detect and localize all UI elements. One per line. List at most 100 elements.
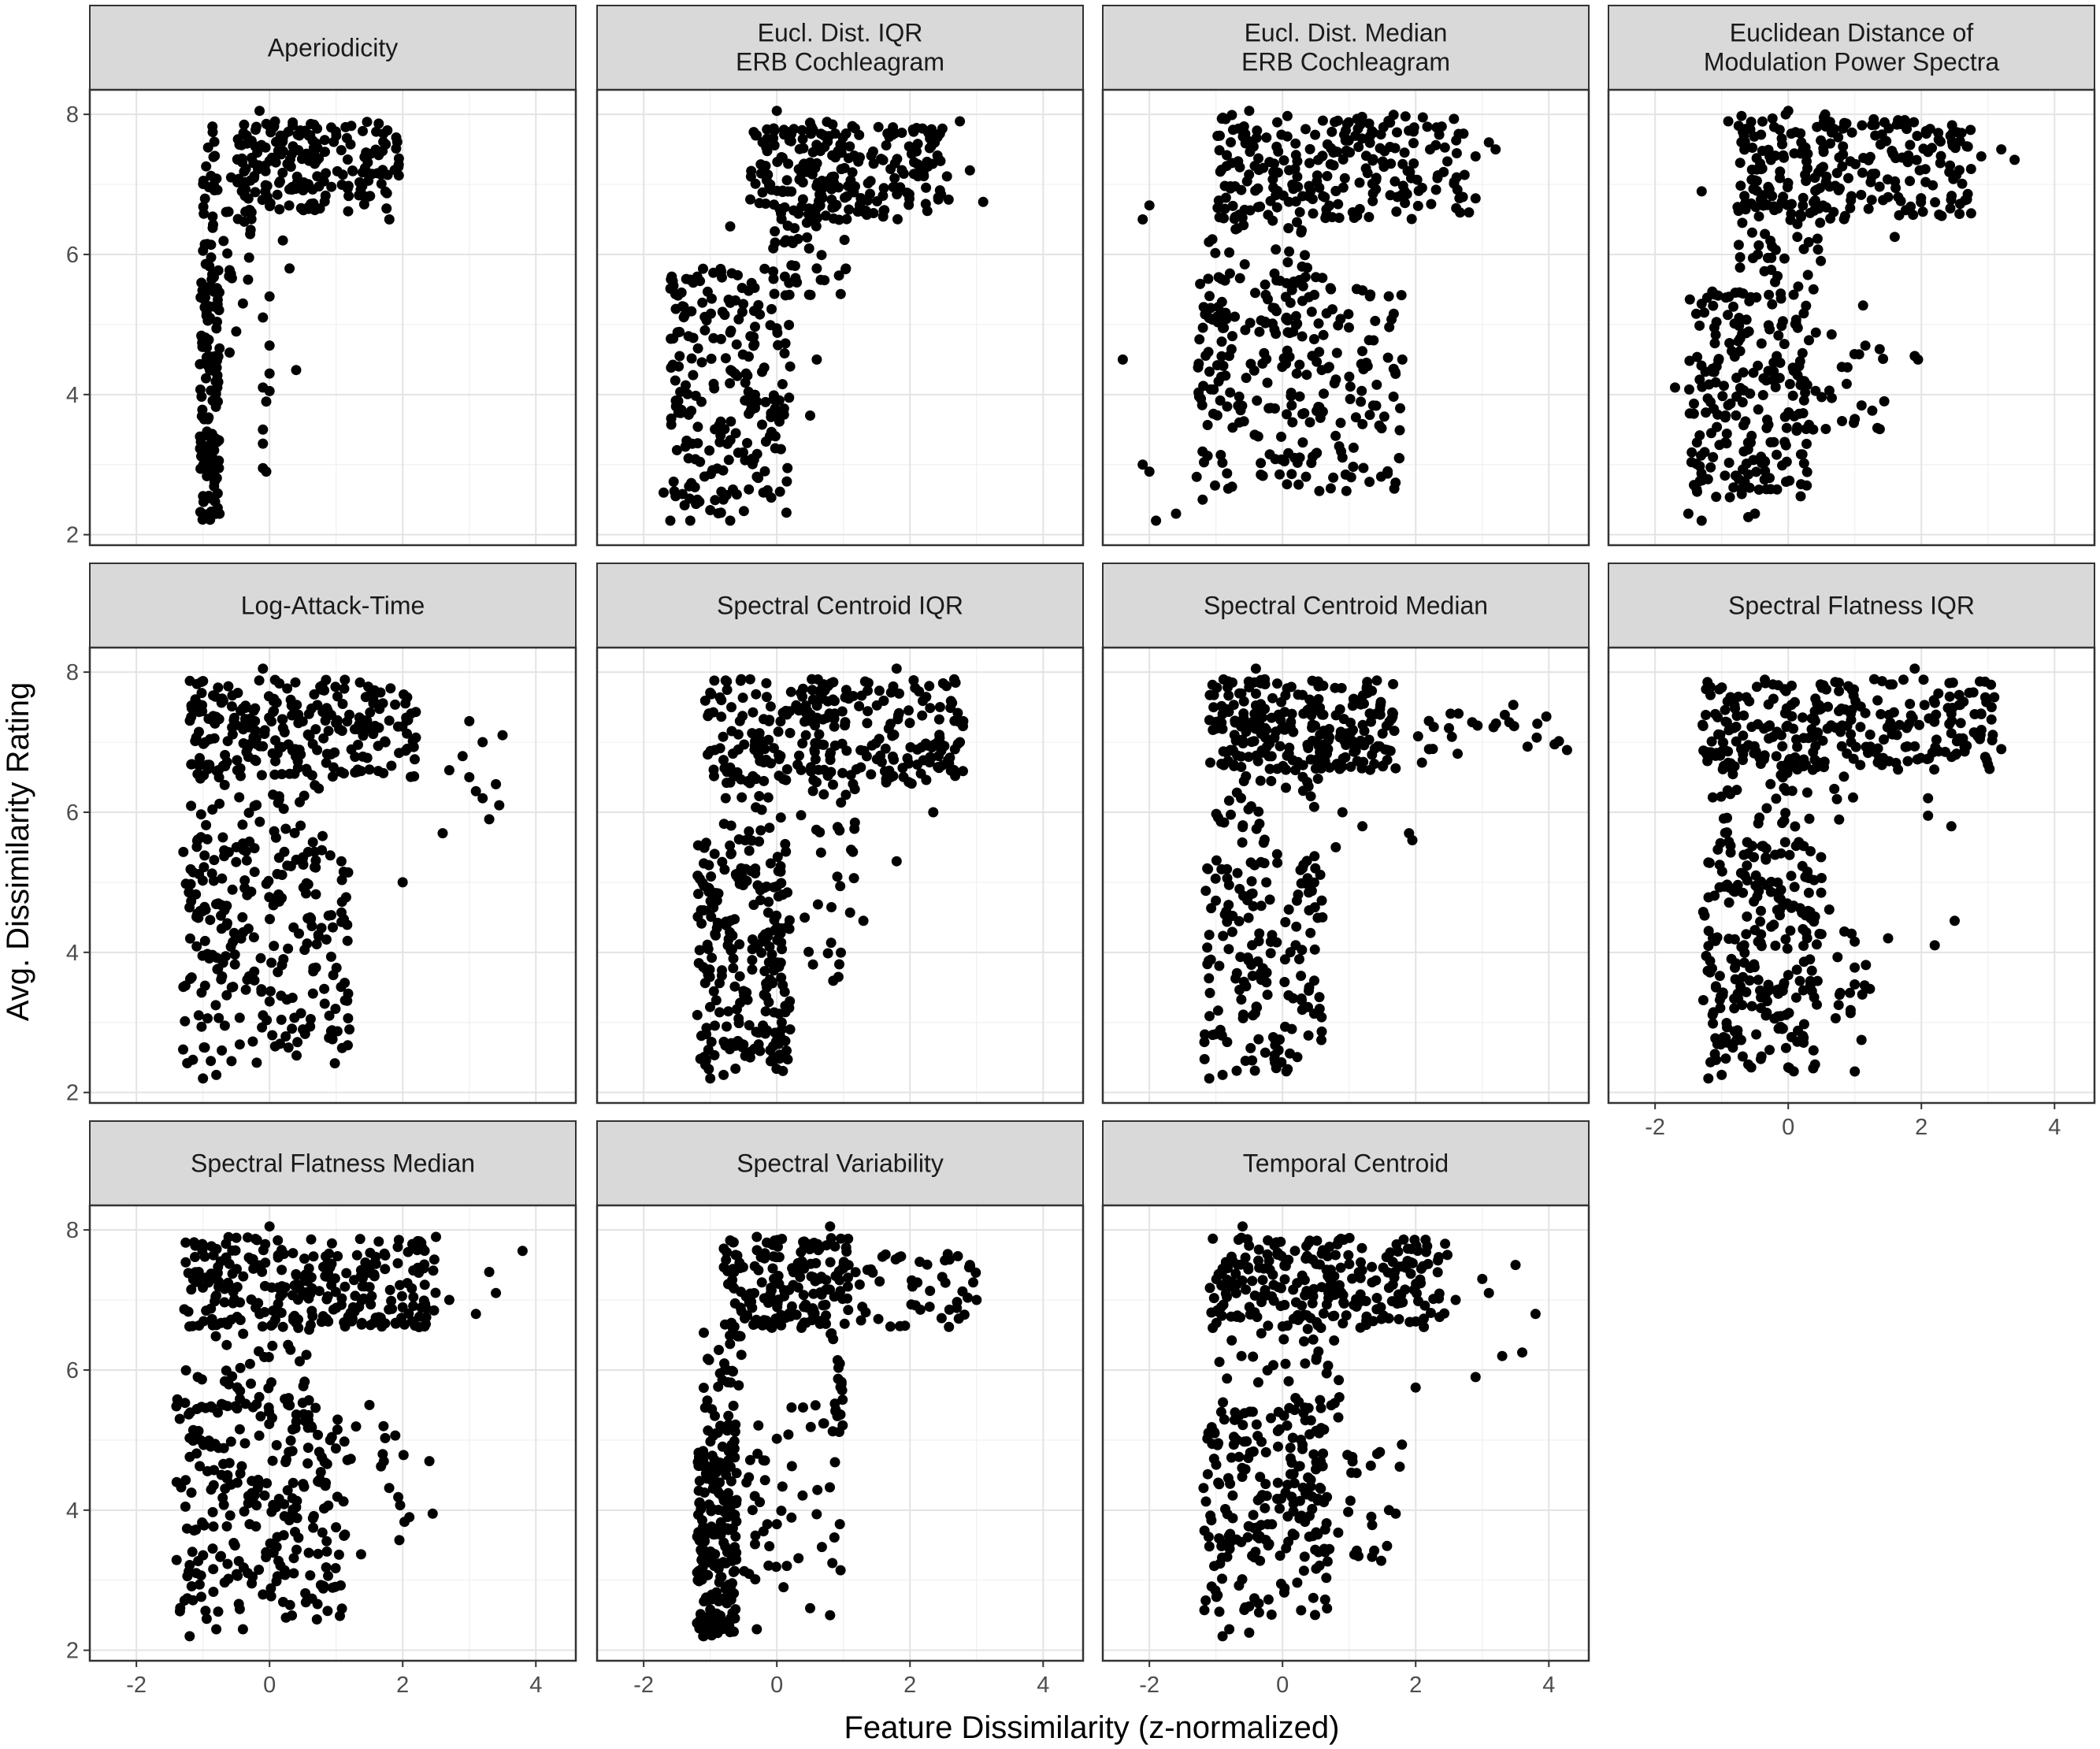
data-point — [349, 1275, 359, 1286]
data-point — [211, 952, 222, 964]
data-point — [907, 145, 918, 155]
data-point — [709, 1049, 720, 1060]
data-point — [699, 325, 711, 336]
data-point — [1394, 425, 1405, 436]
data-point — [1705, 689, 1716, 700]
data-point — [354, 1234, 365, 1245]
facet-title: Aperiodicity — [268, 34, 398, 62]
data-point — [292, 1279, 303, 1290]
data-point — [1247, 888, 1258, 899]
data-point — [1946, 708, 1957, 719]
data-point — [330, 1443, 341, 1454]
data-point — [1549, 739, 1560, 750]
data-point — [705, 505, 716, 515]
data-point — [255, 952, 266, 964]
data-point — [711, 995, 722, 1006]
facet-title: Spectral Variability — [736, 1149, 944, 1178]
data-point — [339, 768, 349, 779]
data-point — [342, 154, 353, 165]
data-point — [1238, 708, 1249, 719]
data-point — [1322, 171, 1333, 181]
data-point — [770, 1036, 781, 1047]
data-point — [1729, 1003, 1740, 1014]
data-point — [1702, 473, 1713, 485]
data-point — [921, 692, 932, 703]
data-point — [1328, 472, 1339, 483]
data-point — [198, 676, 209, 686]
data-point — [1692, 351, 1703, 362]
data-point — [336, 726, 347, 737]
data-point — [1746, 1001, 1757, 1012]
data-point — [213, 898, 224, 909]
data-point — [1226, 926, 1237, 938]
data-point — [232, 755, 243, 766]
data-point — [331, 1302, 342, 1313]
data-point — [213, 1606, 224, 1617]
data-point — [1849, 349, 1860, 359]
data-point — [883, 723, 894, 734]
data-point — [1950, 143, 1961, 154]
data-point — [1777, 460, 1787, 471]
data-point — [1775, 173, 1785, 184]
data-point — [1422, 121, 1433, 132]
data-point — [1816, 852, 1827, 863]
data-point — [676, 404, 687, 415]
data-point — [283, 739, 294, 750]
data-point — [217, 832, 228, 843]
data-point — [1801, 438, 1812, 449]
data-point — [1234, 688, 1245, 699]
data-point — [763, 734, 774, 745]
data-point — [798, 683, 808, 694]
data-point — [1723, 934, 1735, 945]
data-point — [1797, 347, 1808, 358]
data-point — [289, 827, 300, 838]
data-point — [1806, 986, 1817, 997]
data-point — [1231, 1065, 1242, 1076]
data-point — [1370, 708, 1381, 719]
data-point — [237, 912, 248, 923]
data-point — [1764, 1045, 1775, 1056]
data-point — [1304, 191, 1315, 202]
data-point — [1857, 300, 1868, 311]
data-point — [866, 150, 877, 161]
data-point — [239, 216, 250, 227]
data-point — [213, 682, 224, 693]
data-point — [1386, 314, 1397, 325]
data-point — [1783, 970, 1794, 981]
facet-title: Log-Attack-Time — [241, 592, 425, 620]
panel-border — [88, 88, 577, 547]
data-point — [822, 771, 833, 782]
data-point — [264, 1221, 275, 1232]
data-point — [1384, 321, 1395, 332]
data-point — [722, 685, 733, 696]
data-point — [324, 1248, 335, 1259]
data-point — [839, 235, 850, 245]
data-point — [1750, 870, 1761, 881]
data-point — [1245, 857, 1256, 868]
data-point — [186, 700, 197, 711]
data-point — [1810, 741, 1821, 752]
data-point — [303, 1263, 314, 1274]
data-point — [1222, 873, 1233, 884]
data-point — [243, 1568, 253, 1579]
data-point — [1208, 1030, 1218, 1041]
data-point — [319, 685, 330, 696]
data-point — [1882, 174, 1893, 185]
data-point — [703, 749, 713, 760]
data-point — [761, 991, 772, 1002]
data-point — [696, 396, 707, 407]
data-point — [670, 303, 681, 314]
data-point — [1291, 368, 1302, 379]
data-point — [1392, 191, 1403, 202]
data-point — [863, 678, 874, 689]
data-point — [298, 860, 309, 870]
data-point — [733, 1018, 744, 1029]
data-point — [253, 1474, 264, 1485]
data-point — [317, 830, 328, 841]
data-point — [734, 971, 745, 982]
data-point — [363, 191, 374, 202]
data-point — [1771, 793, 1782, 804]
data-point — [1522, 741, 1533, 752]
data-point — [1702, 756, 1713, 767]
data-point — [1383, 291, 1394, 302]
